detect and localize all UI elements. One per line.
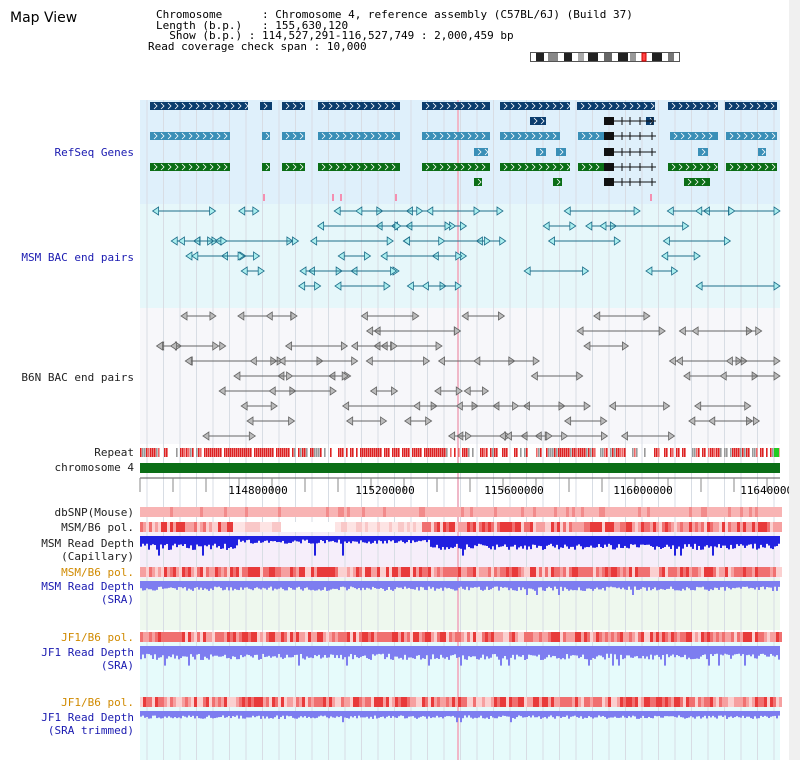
page-title: Map View bbox=[10, 10, 78, 26]
b6n-bac-label: B6N BAC end pairs bbox=[21, 371, 134, 384]
jf1-depth-sra-bars bbox=[140, 646, 780, 666]
refseq-pink-marks bbox=[263, 194, 652, 201]
coverage-key: Read coverage check span bbox=[148, 39, 307, 53]
msm-depth-capillary-label: MSM Read Depth bbox=[41, 537, 134, 550]
show-key: Show (b.p.) bbox=[169, 29, 243, 42]
length-value: 155,630,120 bbox=[275, 18, 349, 32]
msm-b6-pol-sra-label: MSM/B6 pol. bbox=[61, 566, 134, 579]
vertical-scrollbar[interactable] bbox=[789, 0, 800, 760]
repeat-label: Repeat bbox=[94, 446, 134, 459]
dbsnp-strip bbox=[140, 507, 782, 517]
refseq-row-5 bbox=[150, 163, 777, 171]
length-key: Length (b.p.) bbox=[156, 18, 243, 32]
coverage-value: 10,000 bbox=[326, 39, 367, 53]
axis-tick-label: 114800000 bbox=[228, 484, 288, 497]
jf1-depth-sra-sublabel: (SRA) bbox=[100, 659, 134, 672]
chromosome-label: chromosome 4 bbox=[54, 461, 134, 474]
refseq-row-6 bbox=[474, 178, 710, 186]
dbsnp-label: dbSNP(Mouse) bbox=[54, 506, 134, 519]
msm-b6-pol-label: MSM/B6 pol. bbox=[61, 521, 134, 534]
jf1-depth-trimmed-bars bbox=[140, 711, 780, 723]
axis-tick-label: 115200000 bbox=[355, 484, 415, 497]
chromosome-value: Chromosome 4, reference assembly (C57BL/… bbox=[275, 8, 633, 21]
msm-depth-sra-label: MSM Read Depth bbox=[41, 580, 134, 593]
coordinate-axis bbox=[139, 477, 780, 492]
refseq-genes-label: RefSeq Genes bbox=[54, 146, 134, 159]
msm-depth-capillary-sublabel: (Capillary) bbox=[61, 550, 134, 563]
refseq-black-genes bbox=[604, 117, 656, 186]
jf1-b6-pol-trimmed-strip bbox=[140, 697, 782, 707]
refseq-row-3 bbox=[150, 132, 777, 140]
jf1-depth-trimmed-sublabel: (SRA trimmed) bbox=[47, 724, 134, 737]
msm-bac-pairs bbox=[151, 206, 781, 291]
msm-b6-pol-sra-strip bbox=[140, 567, 782, 577]
msm-depth-capillary-bars bbox=[140, 536, 780, 556]
jf1-b6-pol-label: JF1/B6 pol. bbox=[61, 631, 134, 644]
region-info: Chromosome : Chromosome 4, reference ass… bbox=[148, 8, 633, 53]
show-value: 114,527,291-116,527,749 : 2,000,459 bp bbox=[261, 29, 514, 42]
refseq-row-1 bbox=[150, 102, 777, 110]
msm-depth-sra-bars bbox=[140, 581, 780, 595]
axis-tick-label: 116400000 bbox=[740, 484, 800, 497]
msm-depth-sra-sublabel: (SRA) bbox=[100, 593, 134, 606]
b6n-bac-pairs bbox=[155, 311, 781, 441]
jf1-b6-pol-trimmed-label: JF1/B6 pol. bbox=[61, 696, 134, 709]
axis-tick-label: 116000000 bbox=[613, 484, 673, 497]
jf1-depth-trimmed-label: JF1 Read Depth bbox=[41, 711, 134, 724]
repeat-track bbox=[140, 448, 780, 457]
repeat-end-marker bbox=[774, 448, 779, 457]
refseq-row-4 bbox=[474, 148, 766, 156]
msm-b6-pol-strip bbox=[140, 522, 782, 532]
msm-bac-label: MSM BAC end pairs bbox=[21, 251, 134, 264]
chromosome-bar bbox=[140, 463, 780, 473]
jf1-depth-sra-label: JF1 Read Depth bbox=[41, 646, 134, 659]
axis-tick-label: 115600000 bbox=[484, 484, 544, 497]
jf1-b6-pol-strip bbox=[140, 632, 782, 642]
chromosome-key: Chromosome bbox=[156, 8, 223, 21]
chromosome-ideogram[interactable] bbox=[530, 52, 680, 62]
